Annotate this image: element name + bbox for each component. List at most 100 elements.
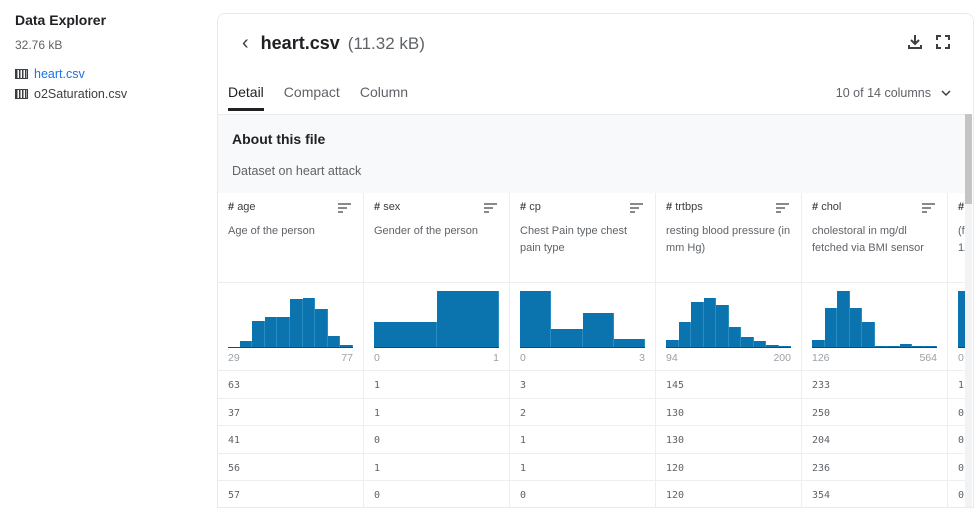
- range-min: 0: [520, 352, 526, 364]
- histogram-bar: [436, 291, 499, 347]
- range-min: 0: [374, 352, 380, 364]
- about-title: About this file: [232, 131, 326, 147]
- table-cell: 56: [218, 454, 363, 481]
- table-cell: 0: [364, 426, 509, 454]
- histogram-bar: [340, 345, 353, 347]
- sort-icon[interactable]: [776, 203, 789, 213]
- column-chol: # chol cholestoral in mg/dl fetched via …: [802, 193, 948, 507]
- histogram-bar: [824, 308, 837, 347]
- column-name: # age: [228, 201, 353, 213]
- histogram-bar: [778, 345, 791, 347]
- column-selector[interactable]: 10 of 14 columns: [836, 86, 951, 100]
- chevron-down-icon: [941, 90, 951, 97]
- column-fbs: # fbs (fasting blood sugar > 120 mg/dl) …: [948, 193, 966, 507]
- histogram-bar: [327, 335, 341, 347]
- histogram-bar: [264, 316, 278, 347]
- column-header[interactable]: # trtbps resting blood pressure (in mm H…: [656, 193, 801, 283]
- histogram-bar: [252, 320, 265, 347]
- table-cell: 120: [656, 454, 801, 481]
- column-name: # trtbps: [666, 201, 791, 213]
- histogram-bar: [958, 291, 966, 347]
- sort-icon[interactable]: [922, 203, 935, 213]
- histogram-bar: [766, 344, 779, 347]
- column-name: # fbs: [958, 201, 966, 213]
- sidebar-file-o2saturation[interactable]: o2Saturation.csv: [15, 84, 205, 104]
- column-header[interactable]: # cp Chest Pain type chest pain type: [510, 193, 655, 283]
- column-description: Age of the person: [228, 225, 315, 237]
- histogram-bar: [874, 345, 887, 347]
- sidebar-title: Data Explorer: [15, 12, 107, 28]
- sidebar: Data Explorer 32.76 kB heart.csv o2Satur…: [15, 12, 205, 104]
- sort-icon[interactable]: [484, 203, 497, 213]
- histogram-bar: [582, 313, 614, 347]
- download-icon[interactable]: [907, 34, 923, 50]
- histogram-bar: [551, 328, 583, 347]
- sort-icon[interactable]: [338, 203, 351, 213]
- back-chevron-icon[interactable]: ‹: [242, 32, 249, 54]
- histogram-bar: [520, 291, 552, 347]
- histogram-bar: [277, 317, 290, 347]
- range-min: 0: [958, 352, 964, 364]
- column-name: # cp: [520, 201, 645, 213]
- about-section: About this file Dataset on heart attack: [218, 114, 966, 193]
- numeric-type-icon: #: [958, 201, 965, 213]
- table-cell: 354: [802, 481, 947, 507]
- numeric-type-icon: #: [812, 201, 819, 213]
- numeric-type-icon: #: [666, 201, 673, 213]
- numeric-type-icon: #: [228, 201, 235, 213]
- table-cell: 204: [802, 426, 947, 454]
- histogram-bar: [924, 346, 937, 347]
- histogram-bar: [753, 341, 766, 347]
- column-description: Gender of the person: [374, 225, 478, 237]
- column-description: cholestoral in mg/dl fetched via BMI sen…: [812, 225, 924, 254]
- column-selector-label: 10 of 14 columns: [835, 86, 931, 100]
- tab-column[interactable]: Column: [359, 84, 409, 100]
- histogram-bar: [728, 326, 741, 347]
- file-panel: ‹ heart.csv (11.32 kB) Detail Compact Co…: [217, 13, 974, 508]
- histogram-bar: [716, 305, 729, 347]
- table-cell: 1: [364, 399, 509, 426]
- table-icon: [15, 69, 28, 79]
- column-header[interactable]: # sex Gender of the person: [364, 193, 509, 283]
- table-cell: 1: [510, 426, 655, 454]
- scrollbar-track[interactable]: [965, 114, 972, 507]
- sort-icon[interactable]: [630, 203, 643, 213]
- histogram-bar: [239, 341, 253, 347]
- table-cell: 0: [510, 481, 655, 507]
- column-header[interactable]: # chol cholestoral in mg/dl fetched via …: [802, 193, 947, 283]
- histogram-bar: [691, 302, 704, 347]
- table-cell: 1: [364, 371, 509, 399]
- table-cell: 130: [656, 426, 801, 454]
- column-name: # sex: [374, 201, 499, 213]
- histogram: 01: [948, 283, 966, 371]
- sidebar-size: 32.76 kB: [15, 38, 63, 52]
- table-cell: 3: [510, 371, 655, 399]
- histogram-bar: [912, 345, 925, 347]
- sidebar-file-heart[interactable]: heart.csv: [15, 64, 205, 84]
- table-cell: 0: [948, 426, 966, 454]
- table-cell: 1: [364, 454, 509, 481]
- file-size: (11.32 kB): [347, 33, 425, 53]
- table-cell: 57: [218, 481, 363, 507]
- column-header[interactable]: # age Age of the person: [218, 193, 363, 283]
- fullscreen-icon[interactable]: [935, 34, 951, 50]
- file-label: o2Saturation.csv: [34, 87, 128, 101]
- column-name-label: sex: [383, 201, 401, 213]
- table-cell: 2: [510, 399, 655, 426]
- tab-detail[interactable]: Detail: [228, 84, 264, 111]
- histogram-bar: [862, 321, 875, 347]
- column-header[interactable]: # fbs (fasting blood sugar > 120 mg/dl): [948, 193, 966, 283]
- column-name-label: chol: [821, 201, 842, 213]
- scrollbar-thumb[interactable]: [965, 114, 972, 204]
- histogram-bar: [837, 291, 850, 347]
- column-description: resting blood pressure (in mm Hg): [666, 225, 791, 254]
- histogram-bar: [302, 297, 316, 347]
- tab-compact[interactable]: Compact: [283, 84, 340, 100]
- table-cell: 0: [948, 481, 966, 507]
- table-cell: 250: [802, 399, 947, 426]
- column-name-label: trtbps: [675, 201, 703, 213]
- histogram-bar: [678, 322, 691, 347]
- histogram-bar: [374, 322, 437, 347]
- range-min: 94: [666, 352, 678, 364]
